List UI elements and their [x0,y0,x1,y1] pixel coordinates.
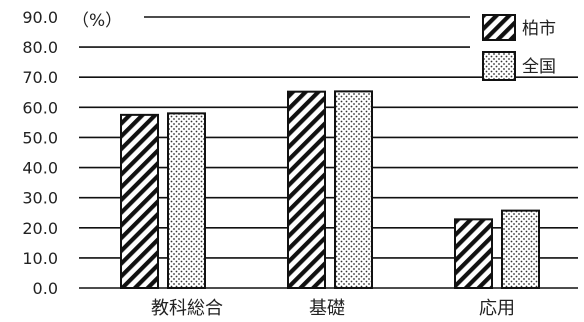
bar-kashiwa-2 [454,218,493,289]
gridlines [79,16,578,289]
y-tick-label: 10.0 [22,249,58,268]
x-axis-categories: 教科総合 基礎 応用 [151,298,515,319]
y-tick-label: 0.0 [33,279,58,298]
bar-national-2 [501,209,540,289]
bar-national-1 [334,90,373,289]
y-tick-label: 50.0 [22,128,58,147]
x-category-label: 基礎 [309,298,345,319]
y-tick-label: 30.0 [22,189,58,208]
y-tick-label: 90.0 [22,8,58,27]
y-tick-label: 80.0 [22,38,58,57]
bar-national-0 [167,112,206,289]
y-tick-label: 20.0 [22,219,58,238]
bars [120,90,540,289]
legend-swatch-kashiwa [482,14,516,41]
y-unit-label: （%） [72,11,122,31]
y-tick-label: 60.0 [22,98,58,117]
x-category-label: 応用 [479,298,515,319]
bar-kashiwa-1 [287,90,326,289]
x-category-label: 教科総合 [151,298,223,319]
y-tick-label: 40.0 [22,159,58,178]
legend-label-kashiwa: 柏市 [522,19,556,39]
legend-label-national: 全国 [522,57,556,77]
bar-kashiwa-0 [120,113,159,289]
y-tick-label: 70.0 [22,68,58,87]
y-axis-ticks: 0.0 10.0 20.0 30.0 40.0 50.0 60.0 70.0 80.0 90.0 [22,8,58,298]
legend: 柏市 全国 [482,14,556,81]
legend-swatch-national [482,51,516,81]
